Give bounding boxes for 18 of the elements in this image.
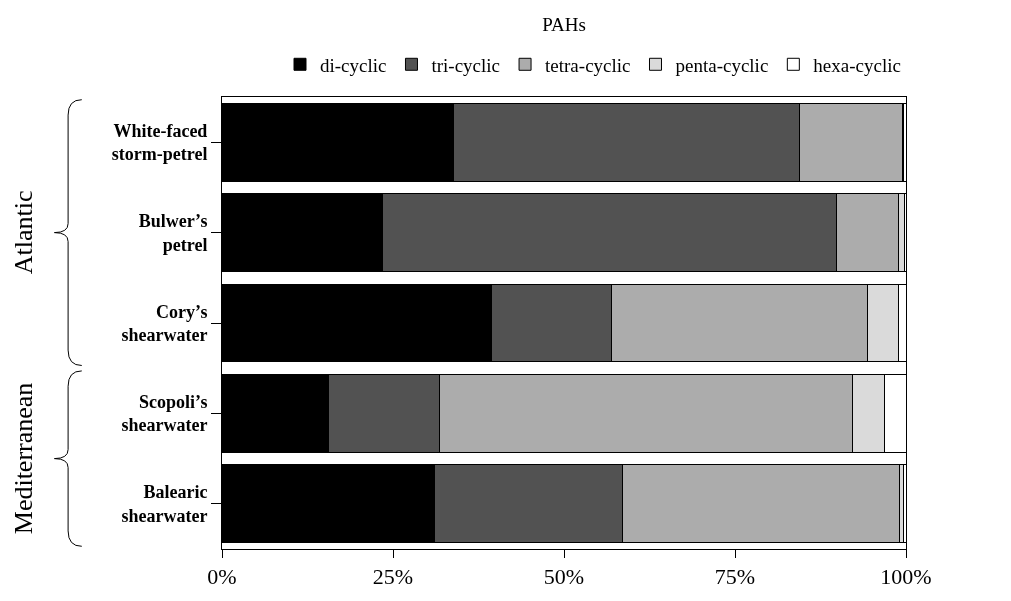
- text: Mediterranean: [9, 382, 39, 535]
- legend-label: hexa-cyclic: [813, 54, 901, 76]
- legend-label: penta-cyclic: [675, 54, 769, 76]
- y-tick-label: Scopoli’s shearwater: [121, 392, 208, 436]
- x-tick-label: 0%: [207, 564, 237, 590]
- legend-label: tetra-cyclic: [545, 54, 631, 76]
- y-tick-label: Bulwer’s petrel: [138, 211, 208, 255]
- legend-label: di-cyclic: [320, 54, 387, 76]
- legend-label: tri-cyclic: [431, 54, 501, 76]
- y-tick-label: White-faced storm-petrel: [111, 120, 208, 165]
- x-tick-label: 75%: [714, 564, 756, 590]
- y-tick-label: Cory’s shearwater: [121, 301, 208, 345]
- text: Atlantic: [9, 190, 39, 275]
- y-tick-label: Balearic shearwater: [121, 482, 208, 526]
- chart-title: PAHs: [542, 14, 586, 36]
- x-tick-label: 50%: [543, 564, 585, 590]
- x-tick-label: 100%: [880, 564, 932, 590]
- x-tick-label: 25%: [372, 564, 414, 590]
